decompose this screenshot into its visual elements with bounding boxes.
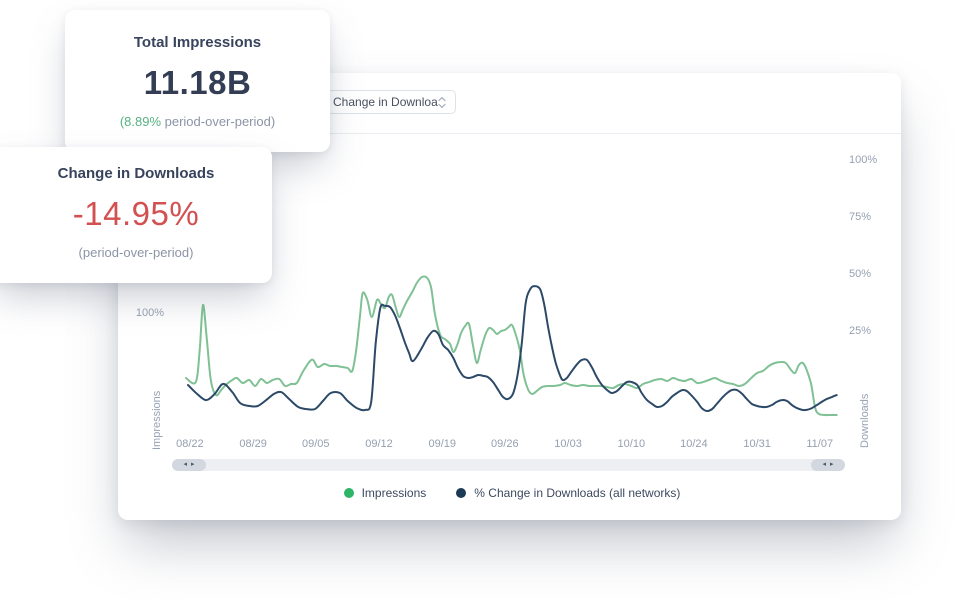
panel-divider (118, 133, 901, 134)
chart-legend: Impressions % Change in Downloads (all n… (172, 486, 852, 500)
chart-scrollbar[interactable]: ◂ ▸ ◂ ▸ (172, 459, 845, 471)
x-tick-label: 10/24 (680, 438, 708, 450)
scrollbar-left-handle[interactable]: ◂ ▸ (172, 459, 206, 471)
x-tick-label: 10/10 (617, 438, 646, 450)
scroll-left-arrow-icon: ◂ (183, 461, 187, 468)
x-tick-label: 08/29 (239, 438, 267, 450)
x-tick-label: 08/22 (176, 438, 204, 450)
total-impressions-card: Total Impressions 11.18B (8.89% period-o… (65, 10, 330, 152)
legend-item-impressions[interactable]: Impressions (343, 486, 427, 500)
metric-select-value: Change in Downloads (333, 95, 438, 109)
scroll-left-arrow-icon: ◂ (822, 461, 826, 468)
right-tick-label: 50% (849, 268, 872, 280)
right-tick-label: 25% (849, 325, 872, 337)
right-tick-label: 100% (849, 154, 878, 166)
card-title: Change in Downloads (57, 165, 215, 182)
legend-label: Impressions (361, 486, 427, 500)
x-tick-label: 09/12 (365, 438, 393, 450)
chart-canvas[interactable] (118, 73, 901, 520)
x-tick-label: 09/05 (301, 438, 330, 450)
metric-select[interactable]: Change in Downloads (320, 90, 456, 114)
x-tick-label: 09/19 (428, 438, 456, 450)
total-impressions-delta: (8.89% period-over-period) (119, 114, 276, 129)
scrollbar-right-handle[interactable]: ◂ ▸ (811, 459, 845, 471)
legend-label: % Change in Downloads (all networks) (474, 486, 681, 500)
card-title: Total Impressions (133, 34, 262, 51)
left-axis-title: Impressions (151, 390, 163, 450)
impressions-line (185, 275, 838, 417)
right-tick-label: 75% (849, 211, 872, 223)
impressions-dot-icon (343, 488, 354, 498)
downloads-change-dot-icon (456, 488, 467, 498)
scroll-right-arrow-icon: ▸ (191, 461, 195, 468)
right-axis-title: Downloads (859, 393, 871, 448)
total-impressions-value: 11.18B (143, 64, 252, 101)
legend-item-downloads-change[interactable]: % Change in Downloads (all networks) (456, 486, 680, 500)
scroll-right-arrow-icon: ▸ (830, 461, 834, 468)
change-in-downloads-card: Change in Downloads -14.95% (period-over… (0, 147, 272, 283)
x-tick-label: 09/26 (491, 438, 519, 450)
change-in-downloads-value: -14.95% (72, 195, 200, 232)
x-tick-label: 11/07 (806, 438, 834, 450)
x-tick-label: 10/03 (554, 438, 582, 450)
x-tick-label: 10/31 (743, 438, 771, 450)
change-in-downloads-subtitle: (period-over-period) (78, 245, 194, 260)
left-tick-label: 100% (135, 307, 164, 319)
downloads-change-line (187, 285, 838, 413)
select-chevron-icon (438, 96, 446, 109)
